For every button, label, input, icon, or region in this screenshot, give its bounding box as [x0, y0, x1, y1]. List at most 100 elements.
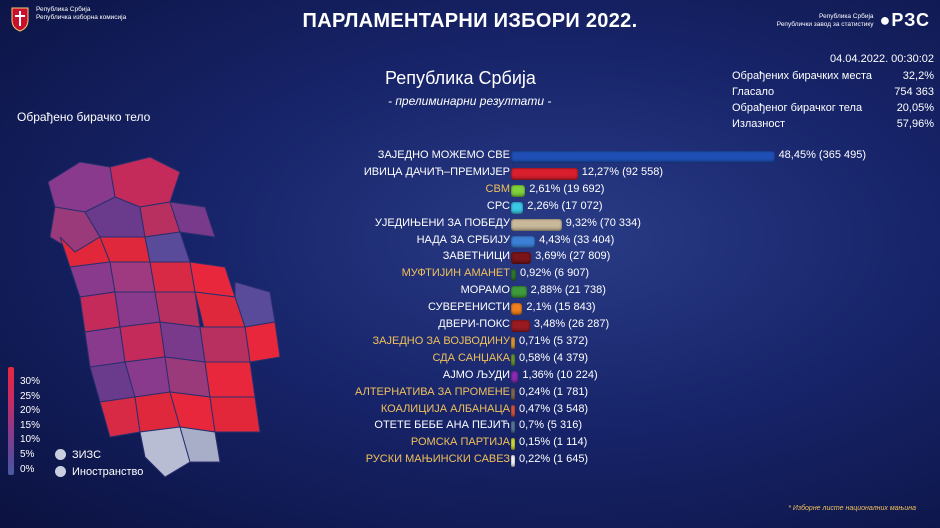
- legend-item-zizs[interactable]: ЗИЗС: [55, 446, 143, 463]
- serbia-map[interactable]: [40, 152, 290, 492]
- party-row[interactable]: НАДА ЗА СРБИЈУ 4,43% (33 404): [0, 233, 940, 250]
- scale-label: 20%: [20, 405, 41, 417]
- scale-label: 30%: [20, 376, 41, 387]
- party-bar: [511, 421, 515, 434]
- map-region[interactable]: [139, 426, 191, 478]
- party-row[interactable]: РОМСКА ПАРТИЈА 0,15% (1 114): [0, 435, 940, 452]
- rik-header: Република Србија Републичка изборна коми…: [10, 6, 126, 32]
- footnote: * Изборне листе националних мањина: [788, 505, 916, 512]
- party-value: 0,71% (5 372): [519, 334, 589, 347]
- rzs-logo: ●РЗС: [879, 10, 930, 30]
- party-bar: [511, 353, 515, 366]
- stat-row: Гласало 754 363: [732, 86, 934, 98]
- party-name: СУВЕРЕНИСТИ: [428, 301, 510, 314]
- rzs-header: Република Србија Републички завод за ста…: [777, 10, 930, 31]
- party-name: СВМ: [485, 182, 510, 195]
- party-row[interactable]: АЈМО ЉУДИ 1,36% (10 224): [0, 368, 940, 385]
- party-value: 0,47% (3 548): [519, 402, 589, 415]
- party-bar: [511, 404, 515, 417]
- party-row[interactable]: ДВЕРИ-ПОКС 3,48% (26 287): [0, 317, 940, 334]
- party-row[interactable]: РУСКИ МАЊИНСКИ САВЕЗ 0,22% (1 645): [0, 452, 940, 469]
- party-value: 2,88% (21 738): [530, 284, 606, 297]
- rzs-line-2: Републички завод за статистику: [776, 20, 874, 28]
- scale-label: 0%: [20, 463, 35, 475]
- party-row[interactable]: УЈЕДИЊЕНИ ЗА ПОБЕДУ 9,32% (70 334): [0, 216, 940, 233]
- party-bar: [511, 303, 523, 316]
- party-name: СДА САНЏАКА: [432, 351, 510, 364]
- party-row[interactable]: СВМ 2,61% (19 692): [0, 182, 940, 199]
- party-row[interactable]: СУВЕРЕНИСТИ 2,1% (15 843): [0, 300, 940, 317]
- rzs-dot-icon: ●: [879, 10, 892, 30]
- party-value: 2,26% (17 072): [527, 199, 603, 212]
- party-name: ОТЕТЕ БЕБЕ АНА ПЕЈИЋ: [374, 419, 510, 432]
- legend-item-abroad[interactable]: Иностранство: [55, 463, 143, 480]
- party-row[interactable]: ИВИЦА ДАЧИЋ–ПРЕМИЈЕР 12,27% (92 558): [0, 165, 940, 182]
- party-value: 1,36% (10 224): [522, 368, 598, 381]
- party-row[interactable]: МУФТИЈИН АМАНЕТ 0,92% (6 907): [0, 266, 940, 283]
- party-value: 0,7% (5 316): [519, 419, 582, 432]
- org-line-1: Република Србија: [36, 6, 91, 13]
- party-row[interactable]: ЗАЈЕДНО МОЖЕМО СВЕ 48,45% (365 495): [0, 148, 940, 165]
- party-bar: [511, 320, 530, 332]
- party-bar: [511, 151, 775, 163]
- party-name: ЗАЈЕДНО ЗА ВОЈВОДИНУ: [372, 334, 510, 347]
- coat-of-arms-icon: [11, 7, 29, 32]
- party-bar: [511, 218, 562, 231]
- party-name: ЗАВЕТНИЦИ: [442, 250, 510, 263]
- party-value: 0,92% (6 907): [520, 267, 590, 280]
- scale-label: 25%: [20, 390, 41, 402]
- map-region[interactable]: [209, 396, 261, 433]
- scale-label: 15%: [20, 419, 41, 431]
- party-value: 3,69% (27 809): [535, 250, 611, 263]
- party-value: 0,22% (1 645): [519, 453, 589, 466]
- preliminary-note: - прелиминарни резултати -: [388, 94, 552, 108]
- rzs-line-1: Република Србија: [819, 12, 874, 20]
- map-region[interactable]: [179, 426, 221, 463]
- stat-row: Обрађеног бирачког тела 20,05%: [732, 102, 934, 114]
- party-value: 4,43% (33 404): [539, 233, 615, 246]
- party-name: АЈМО ЉУДИ: [442, 368, 510, 381]
- party-name: ДВЕРИ-ПОКС: [438, 318, 510, 330]
- party-name: КОАЛИЦИЈА АЛБАНАЦА: [380, 402, 510, 415]
- party-value: 0,24% (1 781): [519, 385, 589, 398]
- party-name: СРС: [486, 199, 510, 212]
- party-row[interactable]: ЗАЈЕДНО ЗА ВОЈВОДИНУ 0,71% (5 372): [0, 334, 940, 351]
- region-title: Република Србија: [385, 68, 536, 88]
- party-bar: [511, 438, 515, 451]
- party-bar: [511, 269, 516, 282]
- color-scale-labels: 30% 25% 20% 15% 10% 5% 0%: [20, 375, 40, 477]
- party-bar: [511, 286, 527, 299]
- party-bar: [511, 387, 515, 400]
- timestamp: 04.04.2022. 00:30:02: [830, 53, 934, 65]
- stat-row: Обрађених бирачких места 32,2%: [732, 70, 934, 82]
- party-row[interactable]: СДА САНЏАКА 0,58% (4 379): [0, 351, 940, 368]
- party-value: 48,45% (365 495): [778, 149, 867, 161]
- stats-panel: Обрађених бирачких места 32,2% Гласало 754…: [732, 68, 934, 132]
- map-region[interactable]: [169, 201, 216, 238]
- party-bar: [511, 167, 578, 180]
- party-name: МУФТИЈИН АМАНЕТ: [401, 267, 510, 280]
- party-row[interactable]: МОРАМО 2,88% (21 738): [0, 283, 940, 300]
- party-name: РОМСКА ПАРТИЈА: [410, 436, 510, 449]
- party-name: МОРАМО: [460, 284, 510, 297]
- party-name: РУСКИ МАЊИНСКИ САВЕЗ: [365, 453, 510, 466]
- party-value: 0,58% (4 379): [519, 351, 589, 364]
- color-scale-bar: [8, 367, 14, 475]
- party-bar: [511, 201, 524, 214]
- party-row[interactable]: АЛТЕРНАТИВА ЗА ПРОМЕНЕ 0,24% (1 781): [0, 385, 940, 402]
- circle-icon: [55, 449, 66, 460]
- party-name: НАДА ЗА СРБИЈУ: [416, 233, 510, 246]
- party-name: АЛТЕРНАТИВА ЗА ПРОМЕНЕ: [355, 385, 510, 398]
- map-label: Обрађено бирачко тело: [17, 110, 151, 124]
- extra-legend: ЗИЗС Иностранство: [55, 446, 143, 480]
- party-row[interactable]: КОАЛИЦИЈА АЛБАНАЦА 0,47% (3 548): [0, 402, 940, 419]
- party-bar: [511, 455, 515, 468]
- party-row[interactable]: ЗАВЕТНИЦИ 3,69% (27 809): [0, 249, 940, 266]
- party-row[interactable]: ОТЕТЕ БЕБЕ АНА ПЕЈИЋ 0,7% (5 316): [0, 418, 940, 435]
- party-value: 12,27% (92 558): [581, 165, 664, 178]
- party-row[interactable]: СРС 2,26% (17 072): [0, 199, 940, 216]
- party-bar: [511, 252, 532, 265]
- circle-icon: [55, 466, 66, 477]
- party-value: 3,48% (26 287): [533, 318, 610, 330]
- party-value: 9,32% (70 334): [565, 216, 641, 229]
